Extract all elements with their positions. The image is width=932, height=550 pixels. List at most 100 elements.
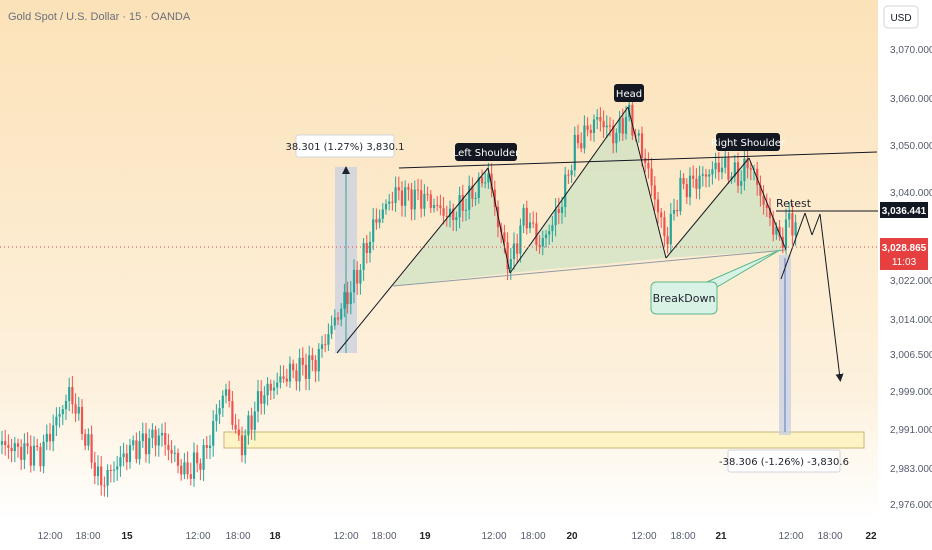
currency-button[interactable]: USD <box>883 5 919 29</box>
breakdown-text: BreakDown <box>653 292 716 305</box>
candle <box>199 458 202 481</box>
y-tick-label: 3,022.000 <box>890 276 932 287</box>
y-tick-label: 3,050.000 <box>890 141 932 152</box>
candle-body <box>666 236 669 245</box>
pattern-layer <box>393 107 786 286</box>
candle-body <box>132 440 135 446</box>
candle-body <box>426 193 429 195</box>
candle <box>308 345 311 391</box>
candle-body <box>688 175 692 198</box>
candle <box>516 233 519 264</box>
candle <box>221 390 224 417</box>
candle-body <box>375 219 378 223</box>
candle <box>468 175 471 220</box>
candle-body <box>250 415 253 430</box>
candle-body <box>263 395 266 404</box>
candle-body <box>84 433 87 446</box>
candle-body <box>304 364 308 379</box>
y-tick-label: 3,014.000 <box>890 315 932 326</box>
candle-body <box>388 201 391 204</box>
candle-body <box>708 174 711 177</box>
x-tick-label: 12:00 <box>481 531 506 542</box>
candle <box>301 347 304 376</box>
left-shoulder-label: Left Shoulder <box>453 143 520 161</box>
rise-to-head <box>509 106 629 274</box>
candle <box>551 215 554 243</box>
candle-body <box>701 174 704 176</box>
candle-body <box>176 452 180 466</box>
candle <box>637 129 640 143</box>
candle <box>250 407 253 440</box>
candle-body <box>458 195 461 218</box>
candle-body <box>608 125 612 127</box>
candle <box>391 191 394 211</box>
candle <box>189 462 192 486</box>
candle <box>548 224 551 245</box>
candle-body <box>183 462 186 475</box>
candle <box>13 436 16 463</box>
candle <box>570 164 573 183</box>
candle <box>176 448 180 474</box>
candle <box>167 433 170 461</box>
candle <box>676 199 679 217</box>
candle-body <box>106 469 109 486</box>
candle <box>205 436 208 460</box>
candle-body <box>292 363 295 371</box>
candle-body <box>269 383 272 391</box>
candle-body <box>554 208 557 226</box>
candle-body <box>484 182 487 184</box>
candle <box>36 438 39 451</box>
candle-body <box>756 168 759 185</box>
candle-body <box>762 195 765 205</box>
candle-body <box>202 445 205 470</box>
candle <box>237 419 240 441</box>
candle-body <box>644 158 647 163</box>
candle <box>407 183 410 201</box>
candle-body <box>231 401 234 425</box>
candle <box>122 442 125 467</box>
candle <box>564 166 567 218</box>
lower-neckline <box>392 249 787 287</box>
candle-body <box>93 462 96 477</box>
candle <box>554 198 557 237</box>
candle-body <box>621 118 624 134</box>
candle-body <box>260 391 263 404</box>
candle <box>180 459 183 481</box>
candle <box>128 439 132 469</box>
candle <box>708 169 711 188</box>
candle-body <box>288 363 292 382</box>
candle <box>340 303 343 327</box>
candle-body <box>775 226 778 235</box>
candle-body <box>464 209 468 211</box>
candle-body <box>247 415 250 436</box>
candle <box>276 372 279 395</box>
candle-body <box>516 243 519 254</box>
candle-body <box>199 463 202 470</box>
candle <box>231 390 234 430</box>
candle-body <box>372 219 375 242</box>
candle <box>679 170 682 216</box>
candle-body <box>279 376 282 383</box>
candle <box>682 173 685 190</box>
candle <box>791 203 794 245</box>
candle <box>298 348 301 392</box>
candle <box>544 229 548 248</box>
candle <box>90 425 93 469</box>
candle <box>23 433 26 470</box>
candle <box>375 208 378 230</box>
candle-body <box>340 308 343 320</box>
candle <box>244 429 247 464</box>
candle <box>135 432 138 464</box>
candle <box>711 161 714 185</box>
candle-body <box>727 157 730 180</box>
candle <box>7 434 10 459</box>
candle-body <box>349 292 352 305</box>
candle-body <box>314 360 317 372</box>
candle-body <box>503 232 506 243</box>
candle-body <box>570 170 573 176</box>
x-tick-label: 20 <box>566 531 578 542</box>
candle-body <box>624 116 628 134</box>
candle-body <box>768 207 772 219</box>
